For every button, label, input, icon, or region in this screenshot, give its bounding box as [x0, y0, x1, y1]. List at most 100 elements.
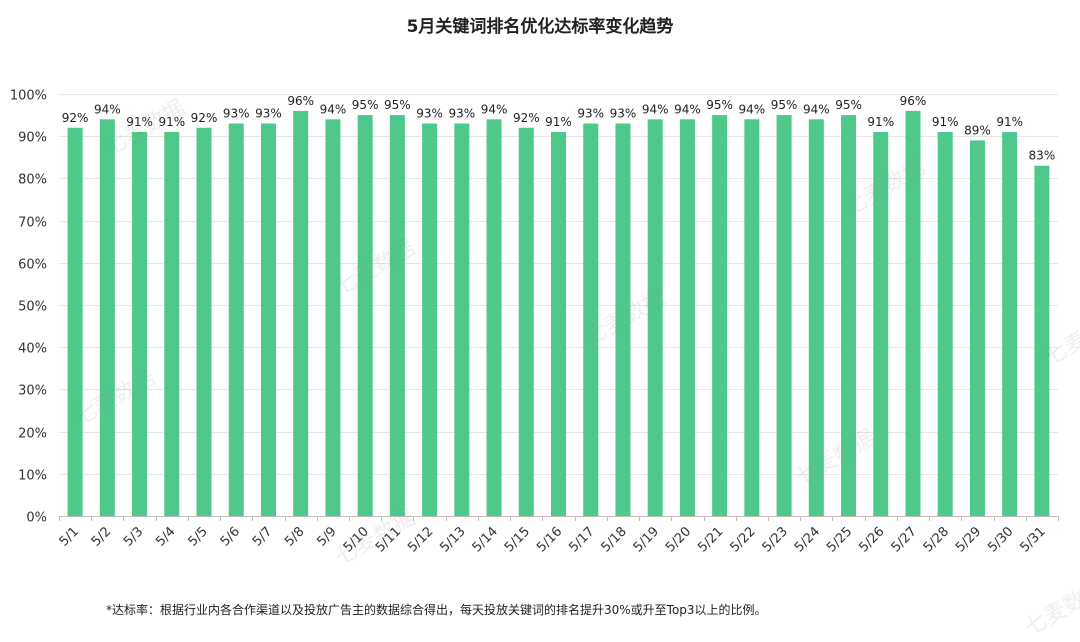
bar	[583, 123, 599, 516]
data-label: 93%	[255, 107, 282, 121]
data-label: 89%	[964, 123, 991, 137]
data-label: 94%	[481, 102, 508, 116]
y-tick-label: 20%	[18, 427, 47, 442]
data-label: 94%	[94, 102, 121, 116]
x-tick-label: 5/24	[792, 524, 823, 555]
y-tick-label: 100%	[10, 89, 47, 104]
bar	[712, 115, 728, 516]
x-tick-label: 5/27	[889, 524, 920, 555]
data-label: 95%	[352, 98, 379, 112]
bar	[744, 119, 760, 516]
data-label: 93%	[223, 107, 250, 121]
bar	[679, 119, 695, 516]
x-tick-label: 5/7	[250, 524, 275, 549]
y-tick-label: 70%	[18, 216, 47, 231]
x-tick-label: 5/5	[185, 524, 210, 549]
x-tick-label: 5/21	[695, 524, 726, 555]
x-tick-label: 5/6	[218, 524, 243, 549]
x-tick-label: 5/29	[953, 524, 984, 555]
bar	[841, 115, 857, 516]
x-tick-label: 5/30	[985, 524, 1016, 555]
x-tick-label: 5/25	[824, 524, 855, 555]
data-label: 96%	[287, 94, 314, 108]
y-tick-label: 40%	[18, 342, 47, 357]
bar	[99, 119, 115, 516]
x-tick-label: 5/17	[566, 524, 597, 555]
bar-chart: 0%10%20%30%40%50%60%70%80%90%100%92%5/19…	[10, 89, 1059, 555]
x-tick-label: 5/20	[663, 524, 694, 555]
bar	[293, 110, 309, 516]
bar	[422, 123, 438, 516]
x-tick-label: 5/23	[760, 524, 791, 555]
bar	[260, 123, 276, 516]
bar	[518, 127, 534, 516]
data-label: 95%	[384, 98, 411, 112]
x-tick-label: 5/16	[534, 524, 565, 555]
data-label: 95%	[771, 98, 798, 112]
x-tick-label: 5/15	[502, 524, 533, 555]
bar	[969, 140, 985, 517]
x-tick-label: 5/31	[1017, 524, 1048, 555]
x-tick-label: 5/13	[437, 524, 468, 555]
data-label: 94%	[803, 102, 830, 116]
x-tick-label: 5/3	[121, 524, 146, 549]
data-label: 94%	[739, 102, 766, 116]
x-tick-label: 5/10	[341, 524, 372, 555]
bar	[357, 115, 373, 516]
data-label: 96%	[900, 94, 927, 108]
data-label: 92%	[513, 111, 540, 125]
bar	[325, 119, 341, 516]
y-tick-label: 80%	[18, 173, 47, 188]
x-tick-label: 5/18	[599, 524, 630, 555]
data-label: 92%	[191, 111, 218, 125]
x-tick-label: 5/14	[470, 524, 501, 555]
x-tick-label: 5/22	[727, 524, 758, 555]
chart-title: 5月关键词排名优化达标率变化趋势	[406, 17, 674, 37]
y-tick-label: 50%	[18, 300, 47, 315]
x-tick-label: 5/19	[631, 524, 662, 555]
data-label: 91%	[932, 115, 959, 129]
x-tick-label: 5/1	[57, 524, 82, 549]
y-tick-label: 90%	[18, 131, 47, 146]
data-label: 92%	[62, 111, 89, 125]
data-label: 83%	[1029, 149, 1056, 163]
y-tick-label: 30%	[18, 384, 47, 399]
data-label: 91%	[126, 115, 153, 129]
bar	[808, 119, 824, 516]
data-label: 91%	[867, 115, 894, 129]
x-tick-label: 5/28	[921, 524, 952, 555]
y-tick-label: 10%	[18, 469, 47, 484]
x-tick-label: 5/2	[89, 524, 114, 549]
data-label: 94%	[642, 102, 669, 116]
bar	[615, 123, 631, 516]
x-tick-label: 5/12	[405, 524, 436, 555]
data-label: 91%	[545, 115, 572, 129]
bar	[196, 127, 212, 516]
x-tick-label: 5/4	[153, 524, 178, 549]
bar	[67, 127, 83, 516]
bar	[1002, 131, 1018, 517]
data-label: 95%	[706, 98, 733, 112]
bar	[389, 115, 405, 516]
bar	[647, 119, 663, 516]
data-label: 95%	[835, 98, 862, 112]
x-tick-label: 5/11	[373, 524, 404, 555]
bar	[551, 131, 566, 517]
bar	[164, 131, 180, 517]
data-label: 94%	[674, 102, 701, 116]
bar	[937, 131, 953, 517]
data-label: 91%	[996, 115, 1023, 129]
data-label: 94%	[320, 102, 347, 116]
bar	[873, 131, 889, 517]
data-label: 91%	[158, 115, 185, 129]
data-label: 93%	[610, 107, 637, 121]
bar	[486, 119, 502, 516]
bar	[905, 110, 921, 516]
footnote: *达标率：根据行业内各合作渠道以及投放广告主的数据综合得出，每天投放关键词的排名…	[106, 603, 767, 617]
data-label: 93%	[577, 107, 604, 121]
data-label: 93%	[448, 107, 475, 121]
bar	[132, 131, 148, 517]
y-tick-label: 60%	[18, 258, 47, 273]
bar	[454, 123, 470, 516]
y-tick-label: 0%	[26, 511, 47, 526]
